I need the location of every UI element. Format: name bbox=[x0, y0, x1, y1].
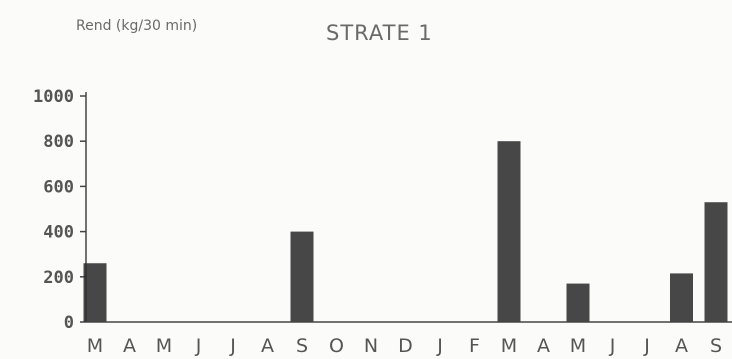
y-tick-label: 0 bbox=[64, 313, 74, 333]
y-axis-label: Rend (kg/30 min) bbox=[76, 18, 197, 34]
bar bbox=[704, 202, 728, 322]
x-tick-label: M bbox=[87, 335, 103, 357]
y-tick-label: 200 bbox=[43, 268, 74, 288]
bar bbox=[497, 141, 521, 322]
chart-title: STRATE 1 bbox=[326, 21, 433, 45]
y-tick-label: 600 bbox=[43, 177, 74, 197]
x-tick-label: M bbox=[501, 335, 517, 357]
x-tick-label: A bbox=[675, 335, 688, 357]
x-tick-label: D bbox=[398, 335, 413, 357]
y-tick-label: 800 bbox=[43, 132, 74, 152]
x-tick-label: J bbox=[195, 335, 202, 357]
y-tick-label: 400 bbox=[43, 223, 74, 243]
y-axis: 0 200 400 600 800 1000 bbox=[33, 87, 87, 333]
x-tick-label: O bbox=[329, 335, 344, 357]
x-tick-label: J bbox=[436, 335, 443, 357]
bars bbox=[83, 141, 728, 322]
x-tick-label: A bbox=[123, 335, 136, 357]
bar bbox=[83, 263, 107, 322]
bar bbox=[670, 273, 693, 322]
x-tick-label: M bbox=[570, 335, 586, 357]
x-tick-label: J bbox=[609, 335, 616, 357]
x-tick-label: A bbox=[537, 335, 550, 357]
x-tick-label: A bbox=[261, 335, 274, 357]
bar bbox=[566, 283, 590, 322]
x-tick-label: J bbox=[643, 335, 650, 357]
x-tick-label: F bbox=[469, 335, 480, 357]
x-tick-label: M bbox=[156, 335, 172, 357]
x-tick-label: S bbox=[296, 335, 308, 357]
y-tick-label: 1000 bbox=[33, 87, 74, 107]
x-tick-label: J bbox=[229, 335, 236, 357]
x-tick-label: N bbox=[364, 335, 378, 357]
x-tick-label: S bbox=[710, 335, 722, 357]
bar bbox=[290, 231, 314, 322]
